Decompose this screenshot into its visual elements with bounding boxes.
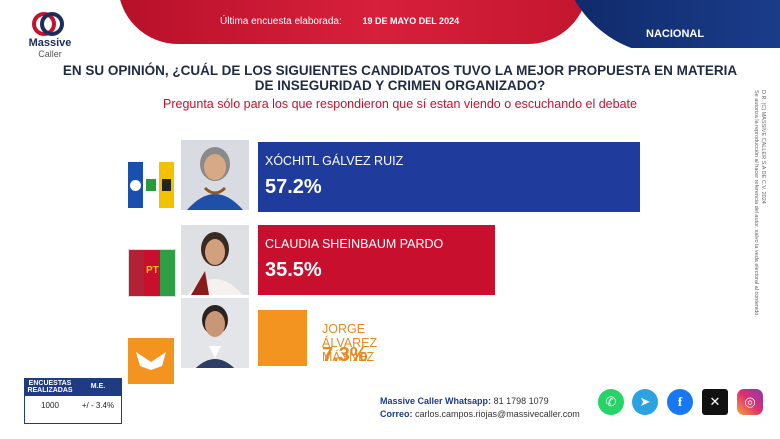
candidate-portrait-icon bbox=[181, 298, 249, 368]
photo-xochitl bbox=[181, 140, 249, 210]
party-logo-pt-morena-verde: PT bbox=[128, 249, 176, 297]
whatsapp-number[interactable]: 81 1798 1079 bbox=[493, 396, 549, 406]
bar-fill-jorge bbox=[258, 310, 307, 366]
logo-sub: Caller bbox=[38, 49, 62, 59]
whatsapp-icon[interactable]: ✆ bbox=[598, 389, 624, 415]
logo-name: Massive bbox=[28, 37, 72, 49]
chart-question: EN SU OPINIÓN, ¿CUÁL DE LOS SIGUIENTES C… bbox=[62, 63, 738, 93]
photo-jorge bbox=[181, 298, 249, 368]
x-icon[interactable]: ✕ bbox=[702, 389, 728, 415]
contact-info: Massive Caller Whatsapp: 81 1798 1079 Co… bbox=[380, 395, 580, 421]
candidate-portrait-icon bbox=[181, 140, 249, 210]
bar-value-claudia: 35.5% bbox=[265, 259, 322, 281]
margin-error-value: +/ - 3.4% bbox=[81, 401, 115, 410]
surveys-value: 1000 bbox=[41, 401, 59, 410]
whatsapp-label: Massive Caller Whatsapp: bbox=[380, 396, 492, 406]
massive-caller-logo-icon bbox=[32, 12, 64, 36]
bar-label-claudia: CLAUDIA SHEINBAUM PARDO bbox=[265, 237, 444, 251]
survey-stats-table: ENCUESTAS REALIZADAS M.E. 1000 +/ - 3.4% bbox=[24, 378, 122, 424]
telegram-icon[interactable]: ➤ bbox=[632, 389, 658, 415]
bar-claudia: CLAUDIA SHEINBAUM PARDO 35.5% bbox=[258, 225, 495, 295]
email-address[interactable]: carlos.campos.riojas@massivecaller.com bbox=[415, 409, 580, 419]
survey-label: Última encuesta elaborada: bbox=[220, 16, 342, 27]
bar-label-jorge: JORGE ÁLVAREZ MÁYNEZ bbox=[322, 322, 378, 364]
instagram-icon[interactable]: ◎ bbox=[737, 389, 763, 415]
email-label: Correo: bbox=[380, 409, 413, 419]
legal-line-1: D.R. (C) MASSIVE CALLER S.A DE C.V. 2024 bbox=[760, 90, 766, 204]
bar-label-xochitl: XÓCHITL GÁLVEZ RUIZ bbox=[265, 154, 404, 168]
surveys-header: ENCUESTAS REALIZADAS bbox=[25, 379, 75, 396]
margin-error-header: M.E. bbox=[75, 379, 121, 396]
header-band bbox=[0, 0, 780, 48]
bar-value-xochitl: 57.2% bbox=[265, 176, 322, 198]
eagle-icon bbox=[136, 352, 166, 370]
survey-date-line: Última encuesta elaborada: 19 DE MAYO DE… bbox=[220, 16, 459, 27]
candidate-portrait-icon bbox=[181, 225, 249, 295]
legal-line-2: Se autoriza la reproducción al hacer ref… bbox=[753, 90, 759, 317]
header-red-shape bbox=[118, 0, 588, 44]
bar-value-jorge: 7.3% bbox=[322, 344, 368, 366]
party-logo-pan-pri-prd bbox=[128, 162, 174, 208]
bar-xochitl: XÓCHITL GÁLVEZ RUIZ 57.2% bbox=[258, 142, 640, 212]
legal-notice: D.R. (C) MASSIVE CALLER S.A DE C.V. 2024… bbox=[744, 90, 770, 360]
party-logo-movimiento-ciudadano bbox=[128, 338, 174, 384]
scope-label: NACIONAL bbox=[646, 28, 705, 40]
header-navy-shape bbox=[560, 0, 780, 48]
survey-date: 19 DE MAYO DEL 2024 bbox=[362, 16, 460, 26]
logo-text: Massive Caller bbox=[22, 38, 78, 60]
question-note: Pregunta sólo para los que respondieron … bbox=[163, 97, 637, 111]
photo-claudia bbox=[181, 225, 249, 295]
facebook-icon[interactable]: f bbox=[667, 389, 693, 415]
